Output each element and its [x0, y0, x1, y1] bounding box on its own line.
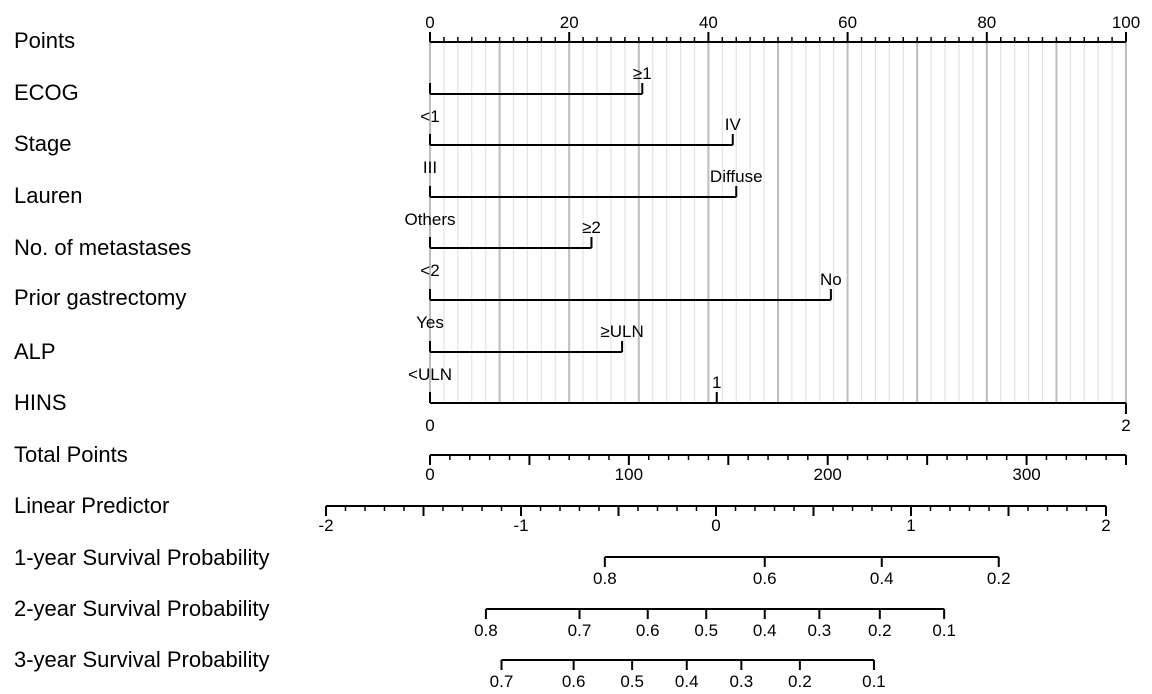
probability-tick-label: 0.5 [694, 621, 718, 640]
row-label-ecog: ECOG [14, 80, 79, 105]
tick-label: 0 [711, 516, 720, 535]
level-label: Others [404, 210, 455, 229]
level-label: III [423, 158, 437, 177]
level-label: Diffuse [710, 167, 763, 186]
probability-tick-label: 0.8 [593, 569, 617, 588]
level-label: 0 [425, 416, 434, 435]
probability-tick-label: 0.7 [490, 672, 514, 691]
tick-label: 100 [615, 465, 643, 484]
row-label-stage: Stage [14, 131, 72, 156]
tick-label: 1 [906, 516, 915, 535]
probability-tick-label: 0.6 [562, 672, 586, 691]
row-label-3-year-survival-probability: 3-year Survival Probability [14, 647, 270, 672]
tick-label: 200 [814, 465, 842, 484]
row-label-hins: HINS [14, 390, 67, 415]
probability-tick-label: 0.2 [868, 621, 892, 640]
row-label-linear-predictor: Linear Predictor [14, 493, 169, 518]
probability-tick-label: 0.4 [870, 569, 894, 588]
tick-label: 300 [1012, 465, 1040, 484]
level-label: 2 [1121, 416, 1130, 435]
level-label: <2 [420, 261, 439, 280]
probability-tick-label: 0.1 [862, 672, 886, 691]
probability-tick-label: 0.6 [636, 621, 660, 640]
row-label-lauren: Lauren [14, 183, 83, 208]
probability-tick-label: 0.7 [568, 621, 592, 640]
row-labels: Points ECOG Stage Lauren No. of metastases Pr… [14, 28, 270, 672]
level-label: ≥ULN [600, 322, 643, 341]
row-label-prior-gastrectomy: Prior gastrectomy [14, 285, 186, 310]
level-label: <1 [420, 107, 439, 126]
level-label: <ULN [408, 365, 452, 384]
probability-tick-label: 0.2 [788, 672, 812, 691]
probability-tick-label: 0.3 [808, 621, 832, 640]
level-label: No [820, 270, 842, 289]
tick-label: 2 [1101, 516, 1110, 535]
probability-tick-label: 0.6 [753, 569, 777, 588]
tick-label: -1 [513, 516, 528, 535]
level-label: IV [725, 115, 742, 134]
probability-tick-label: 0.4 [675, 672, 699, 691]
row-label-2-year-survival-probability: 2-year Survival Probability [14, 596, 270, 621]
tick-label: 0 [425, 465, 434, 484]
level-label: Yes [416, 313, 444, 332]
probability-tick-label: 0.4 [753, 621, 777, 640]
probability-tick-label: 0.2 [987, 569, 1011, 588]
tick-label: 60 [838, 13, 857, 32]
tick-label: -2 [318, 516, 333, 535]
nomogram-axes: 0 20 40 60 80 100<1≥1IIIIVOthersDiffuse<2≥2Ye… [318, 13, 1140, 691]
probability-tick-label: 0.3 [730, 672, 754, 691]
row-label-1-year-survival-probability: 1-year Survival Probability [14, 545, 270, 570]
level-label: ≥1 [633, 64, 652, 83]
tick-label: 20 [560, 13, 579, 32]
points-gridlines [429, 42, 1127, 403]
row-label-points: Points [14, 28, 75, 53]
level-label: 1 [712, 373, 721, 392]
row-label-no-of-metastases: No. of metastases [14, 235, 191, 260]
tick-label: 40 [699, 13, 718, 32]
row-label-total-points: Total Points [14, 442, 128, 467]
tick-label: 100 [1112, 13, 1140, 32]
row-label-alp: ALP [14, 339, 56, 364]
tick-label: 0 [425, 13, 434, 32]
tick-label: 80 [977, 13, 996, 32]
probability-tick-label: 0.5 [620, 672, 644, 691]
probability-tick-label: 0.8 [474, 621, 498, 640]
level-label: ≥2 [582, 218, 601, 237]
probability-tick-label: 0.1 [932, 621, 956, 640]
